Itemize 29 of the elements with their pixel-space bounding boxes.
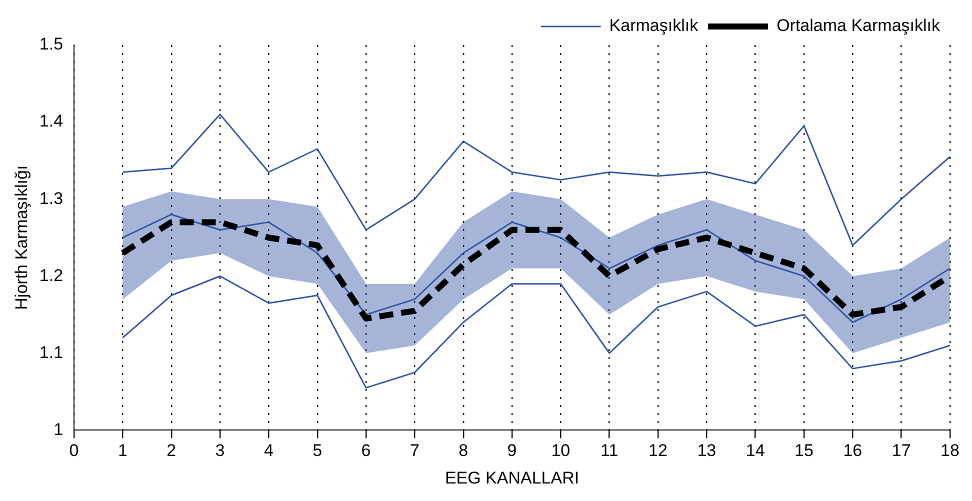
x-tick-label: 2 [166, 441, 176, 460]
x-tick-label: 13 [697, 441, 716, 460]
y-tick-label: 1.3 [39, 188, 64, 208]
x-tick-label: 14 [746, 441, 765, 460]
x-tick-label: 12 [648, 441, 668, 460]
x-tick-label: 18 [940, 441, 960, 460]
y-tick-label: 1.2 [39, 266, 64, 285]
x-tick-label: 10 [551, 441, 570, 460]
x-tick-label: 8 [458, 441, 468, 460]
x-tick-label: 17 [892, 441, 911, 460]
x-tick-label: 1 [118, 441, 128, 460]
x-tick-label: 6 [361, 441, 371, 460]
y-tick-label: 1 [54, 420, 64, 439]
x-axis-title: EEG KANALLARI [444, 468, 580, 488]
y-tick-label: 1.5 [39, 34, 64, 54]
x-tick-label: 3 [215, 441, 225, 460]
y-tick-label: 1.4 [39, 112, 64, 131]
x-tick-label: 16 [843, 441, 862, 460]
legend-label: Ortalama Karmaşıklık [776, 16, 940, 36]
y-tick-label: 1.1 [39, 342, 64, 362]
x-tick-label: 7 [410, 441, 420, 460]
x-tick-label: 4 [264, 441, 274, 460]
x-tick-label: 0 [69, 441, 79, 460]
x-tick-label: 5 [312, 441, 322, 460]
y-axis-title: Hjorth Karmaşıklığı [12, 165, 31, 310]
legend-label: Karmaşıklık [609, 16, 699, 36]
x-tick-label: 15 [794, 441, 814, 460]
x-tick-label: 9 [507, 441, 517, 460]
x-tick-label: 11 [600, 441, 618, 460]
